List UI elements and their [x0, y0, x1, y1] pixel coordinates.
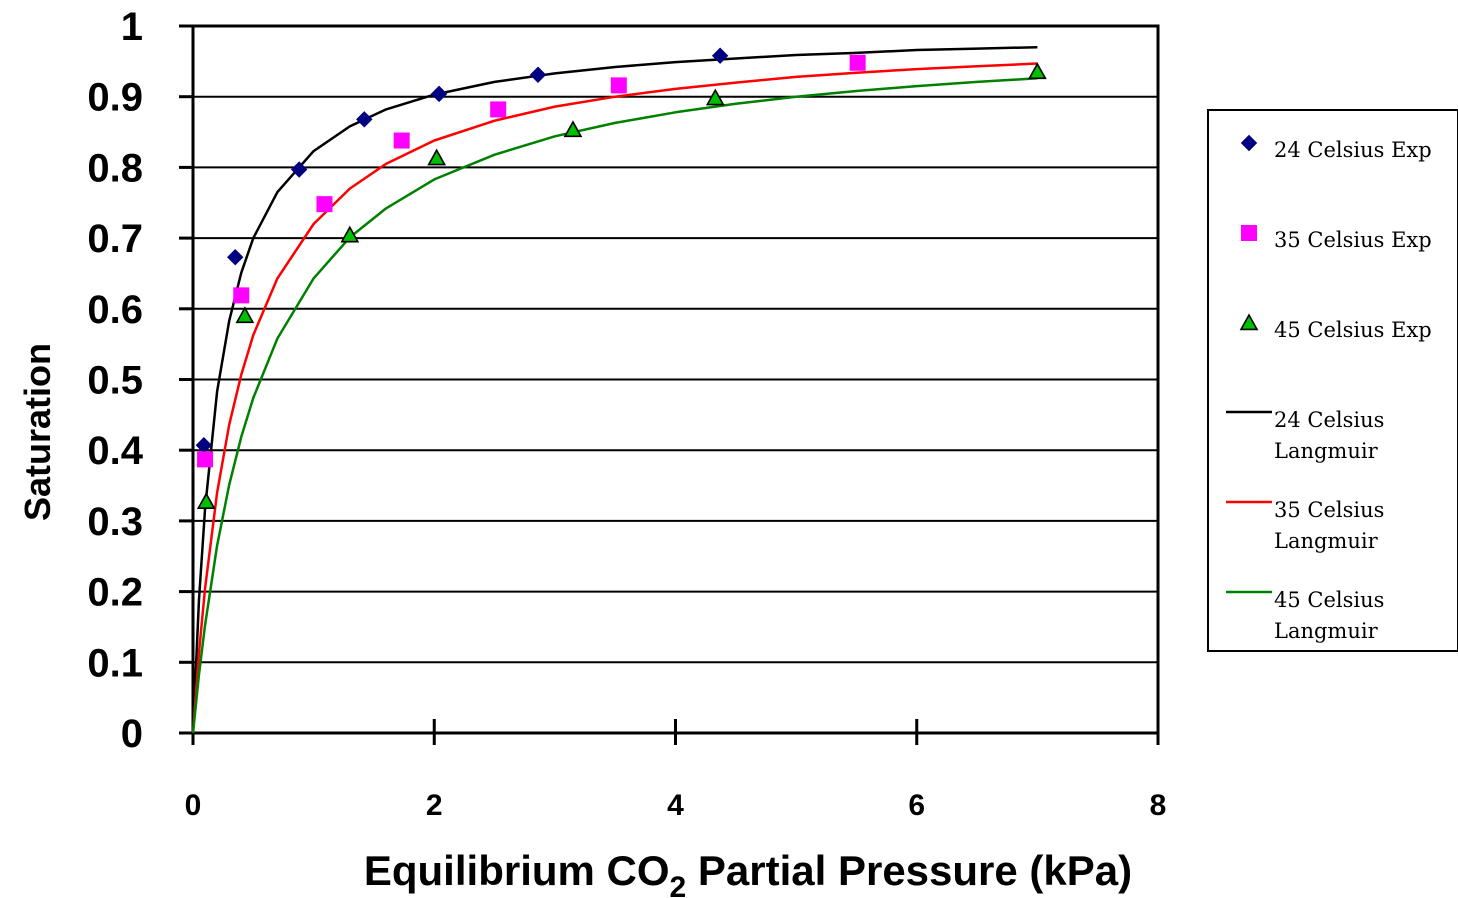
- x-tick-label: 6: [908, 789, 925, 822]
- x-axis-label: Equilibrium CO2 Partial Pressure (kPa): [364, 847, 1132, 898]
- legend-entries: 24 Celsius Exp 35 Celsius Exp 45 Celsius E…: [1226, 134, 1432, 643]
- y-tick-label: 0.6: [87, 288, 143, 332]
- data-point-1: [316, 196, 333, 213]
- data-point-1: [233, 287, 250, 304]
- data-point-0: [430, 85, 448, 103]
- x-axis-label-subscript: 2: [670, 871, 687, 898]
- data-point-0: [711, 47, 729, 64]
- x-tick-label: 8: [1150, 789, 1167, 822]
- y-tick-label: 0: [121, 712, 143, 756]
- legend-label: Langmuir: [1274, 529, 1379, 553]
- data-point-2: [340, 225, 360, 243]
- tick-labels: 0 0.1 0.2 0.3 0.4 0.5 0.6 0.7 0.8 0.9 1 0 2 4 6 8: [87, 5, 1166, 822]
- data-point-0: [356, 111, 373, 128]
- data-point-2: [235, 306, 255, 324]
- y-tick-label: 0.7: [87, 217, 143, 261]
- series-line-5: [191, 77, 1038, 734]
- gridlines: [193, 95, 1158, 664]
- legend-label: 45 Celsius Exp: [1274, 318, 1432, 342]
- legend-label: 35 Celsius Exp: [1274, 228, 1432, 252]
- series-line-3: [191, 45, 1038, 734]
- legend-label: 24 Celsius: [1274, 408, 1384, 432]
- x-tick-label: 0: [185, 789, 202, 822]
- legend-label: 45 Celsius: [1274, 588, 1384, 612]
- legend: 24 Celsius Exp 35 Celsius Exp 45 Celsius E…: [1207, 109, 1458, 652]
- legend-label: 35 Celsius: [1274, 498, 1384, 522]
- data-point-1: [393, 132, 410, 149]
- y-tick-label: 0.9: [87, 76, 143, 120]
- data-point-2: [196, 492, 216, 510]
- axes: [179, 24, 1160, 745]
- x-axis-label-main: Equilibrium CO: [364, 847, 670, 894]
- data-point-2: [1028, 62, 1047, 80]
- legend-label: Langmuir: [1274, 619, 1379, 643]
- y-tick-label: 1: [121, 5, 143, 49]
- legend-label: Langmuir: [1274, 439, 1379, 463]
- series-markers: [195, 47, 1047, 510]
- data-point-2: [563, 120, 583, 138]
- y-tick-label: 0.5: [87, 359, 143, 403]
- legend-swatch: [1239, 313, 1259, 331]
- y-tick-label: 0.4: [87, 429, 143, 473]
- data-point-1: [490, 101, 507, 118]
- data-point-1: [849, 54, 866, 71]
- series-line-4: [191, 62, 1038, 734]
- y-axis-label: Saturation: [17, 343, 58, 521]
- data-point-0: [290, 161, 308, 178]
- legend-swatch: [1240, 134, 1258, 152]
- y-tick-label: 0.3: [87, 500, 143, 544]
- x-axis-label-suffix: Partial Pressure (kPa): [686, 847, 1132, 894]
- y-tick-label: 0.1: [87, 641, 143, 685]
- series-lines: [191, 45, 1038, 734]
- data-point-1: [197, 451, 214, 468]
- data-point-1: [610, 77, 627, 94]
- data-point-2: [705, 88, 725, 106]
- data-point-2: [427, 148, 447, 166]
- x-tick-label: 4: [667, 789, 684, 822]
- legend-frame: [1207, 109, 1458, 652]
- data-point-0: [227, 248, 244, 266]
- y-tick-label: 0.8: [87, 146, 143, 190]
- y-tick-label: 0.2: [87, 571, 143, 615]
- legend-swatch: [1241, 225, 1257, 241]
- data-point-0: [529, 66, 547, 83]
- x-tick-label: 2: [426, 789, 443, 822]
- legend-label: 24 Celsius Exp: [1274, 138, 1432, 162]
